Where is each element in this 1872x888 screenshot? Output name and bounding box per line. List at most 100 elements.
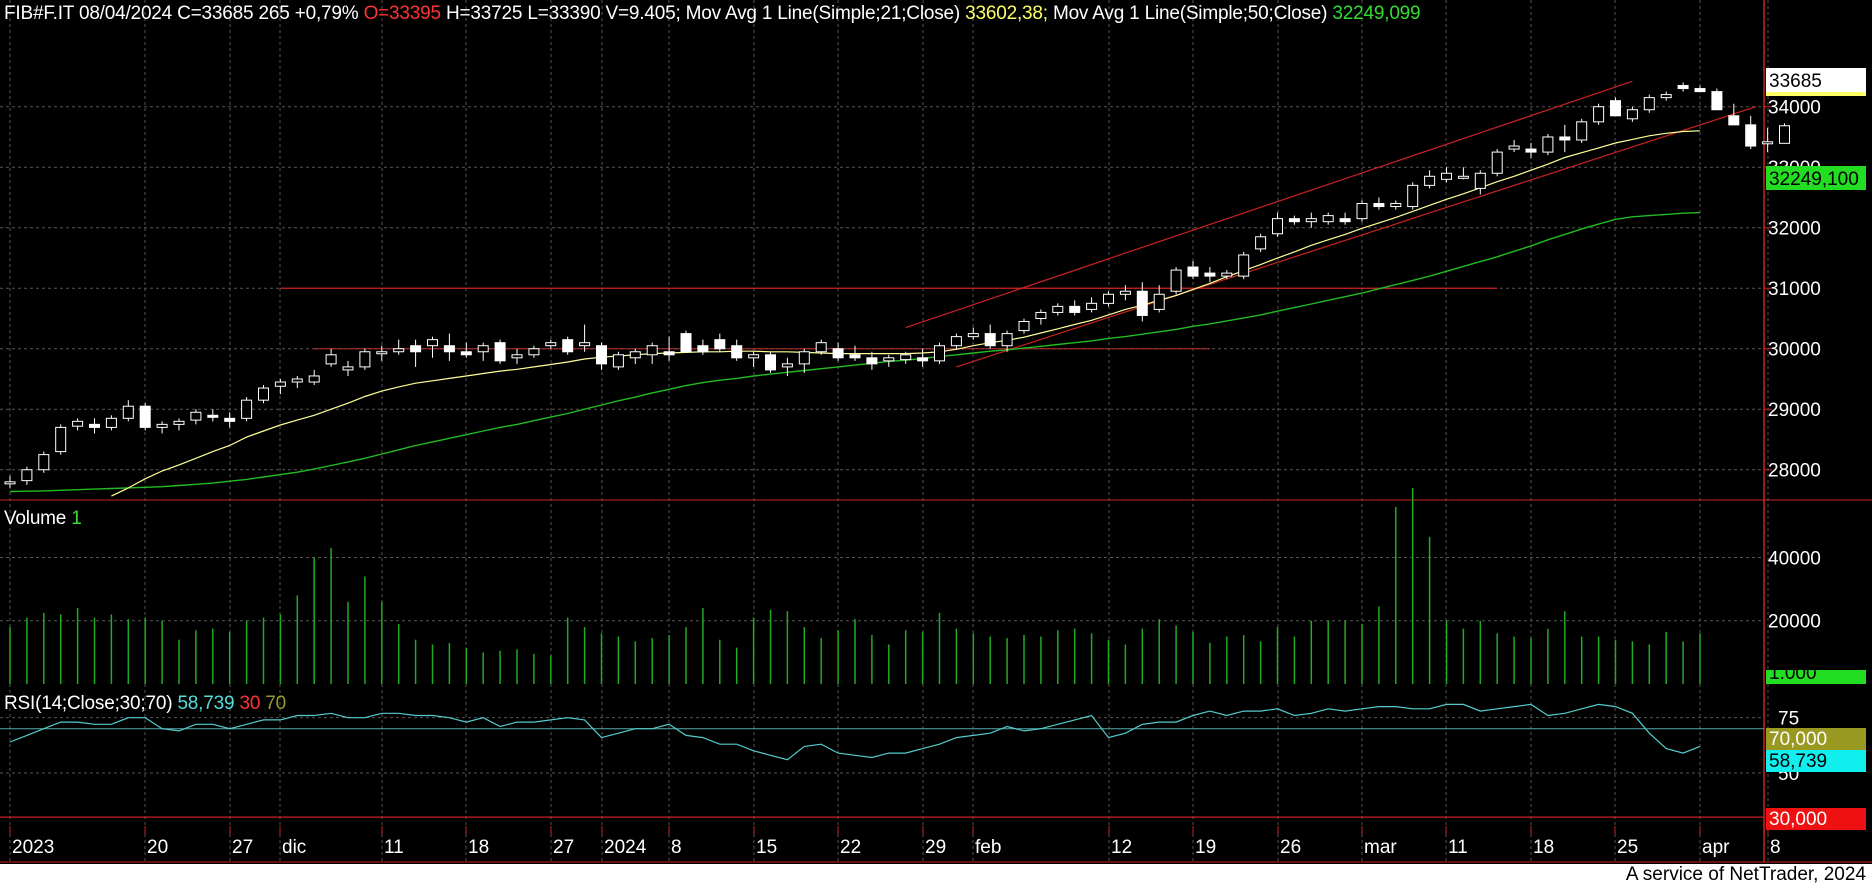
- rsi-value-badge-text: 58,739: [1769, 751, 1827, 772]
- low-label: L=33390: [527, 3, 601, 24]
- candle: [1272, 212, 1283, 237]
- candle-body-down: [410, 345, 422, 353]
- candle-body-up: [21, 469, 33, 482]
- candle: [1610, 97, 1621, 117]
- volume-value-badge: 1.000: [1766, 663, 1866, 684]
- candle: [967, 327, 979, 340]
- candle-body-up: [1086, 302, 1098, 310]
- candle-body-up: [241, 399, 253, 419]
- candle: [241, 397, 253, 422]
- candle-body-up: [629, 351, 641, 359]
- candle-body-down: [1728, 115, 1740, 126]
- candle-body-up: [1356, 203, 1368, 220]
- candle: [4, 475, 16, 488]
- candle: [697, 339, 709, 355]
- candle: [443, 333, 455, 361]
- candle: [934, 342, 945, 364]
- candle: [1728, 103, 1740, 126]
- candle: [579, 324, 591, 352]
- price-tick-label: 29000: [1768, 400, 1821, 421]
- rsi-panel-title: RSI(14;Close;30;70) 58,739 30 70: [4, 693, 286, 715]
- ma50-value: 32249,099: [1332, 3, 1421, 24]
- candle-body-up: [122, 405, 134, 419]
- candle-body-up: [1221, 272, 1233, 277]
- candle: [748, 351, 760, 367]
- candle: [1305, 212, 1317, 228]
- candle: [308, 369, 320, 386]
- x-tick-label: 27: [232, 837, 253, 858]
- candle: [1153, 285, 1165, 313]
- candle-body-up: [950, 336, 962, 347]
- candle-body-down: [917, 357, 929, 362]
- candle-body-up: [325, 354, 337, 365]
- candle: [376, 345, 388, 361]
- rsi-high-badge-box: [1766, 728, 1866, 750]
- candle-body-down: [1204, 272, 1216, 277]
- candle: [849, 345, 861, 361]
- price-tick-label: 31000: [1768, 279, 1821, 300]
- ma50-line: [9, 211, 1701, 493]
- x-tick-label: 18: [1533, 837, 1554, 858]
- candle-body-down: [207, 414, 219, 418]
- candle-body-up: [393, 348, 405, 353]
- candle-body-down: [224, 417, 236, 422]
- candle: [1474, 170, 1486, 195]
- symbol-label: FIB#F.IT: [4, 3, 74, 24]
- candle-body-up: [1322, 215, 1334, 223]
- volume-value-badge-text: 1.000: [1769, 663, 1817, 684]
- candle: [815, 339, 827, 355]
- candle-body-down: [139, 405, 151, 428]
- candle: [427, 336, 438, 358]
- x-tick-label: feb: [975, 837, 1001, 858]
- candle: [832, 342, 844, 361]
- candle: [291, 375, 303, 389]
- volume-panel-title: Volume 1: [4, 508, 82, 530]
- candle: [1255, 233, 1267, 252]
- candle: [1086, 297, 1098, 313]
- candle: [1052, 303, 1064, 316]
- candle-body-down: [866, 357, 878, 365]
- candle-body-down: [1069, 305, 1081, 313]
- candle-body-down: [849, 354, 861, 359]
- candle: [224, 412, 236, 428]
- candle: [1779, 123, 1790, 144]
- ma50-price-badge: 32249,100: [1766, 166, 1866, 190]
- candle-body-down: [89, 423, 100, 428]
- x-tick-label: 18: [468, 837, 489, 858]
- ma21-line: [111, 130, 1701, 497]
- volume-title-value: 1: [71, 508, 82, 529]
- x-tick-label: 22: [840, 837, 861, 858]
- candle: [494, 339, 506, 364]
- x-tick-label: 26: [1280, 837, 1301, 858]
- open-label: O=33395: [363, 3, 442, 24]
- x-tick-label: 8: [1770, 837, 1781, 858]
- x-tick-label: 15: [756, 837, 777, 858]
- rsi-high-badge-text: 70,000: [1769, 729, 1827, 750]
- x-tick-label: 27: [553, 837, 574, 858]
- candle: [1356, 200, 1368, 222]
- candle-body-up: [1001, 333, 1013, 347]
- candle: [1508, 139, 1520, 153]
- candle-body-up: [1660, 94, 1672, 99]
- candle: [1762, 127, 1774, 153]
- x-tick-label: 8: [671, 837, 682, 858]
- candle-body-down: [562, 339, 574, 353]
- candle: [122, 400, 134, 422]
- candle-body-up: [105, 417, 117, 428]
- candle: [21, 466, 33, 485]
- ma21-label: Mov Avg 1 Line(Simple;21;Close): [685, 3, 961, 24]
- candle: [410, 339, 422, 367]
- candle: [89, 418, 100, 434]
- ma50-price-badge-box: [1766, 166, 1866, 190]
- candle: [1221, 270, 1233, 280]
- x-tick-label: 29: [925, 837, 946, 858]
- candle-body-up: [1643, 97, 1655, 111]
- candle-body-up: [376, 351, 388, 355]
- candle: [1339, 212, 1351, 225]
- candle-body-up: [1153, 293, 1165, 310]
- volume-tick-label: 20000: [1768, 612, 1821, 633]
- rsi-high-badge: 70,000: [1766, 728, 1866, 750]
- candle: [274, 378, 286, 395]
- candle-body-up: [900, 354, 912, 361]
- price-tick-label: 32000: [1768, 219, 1821, 240]
